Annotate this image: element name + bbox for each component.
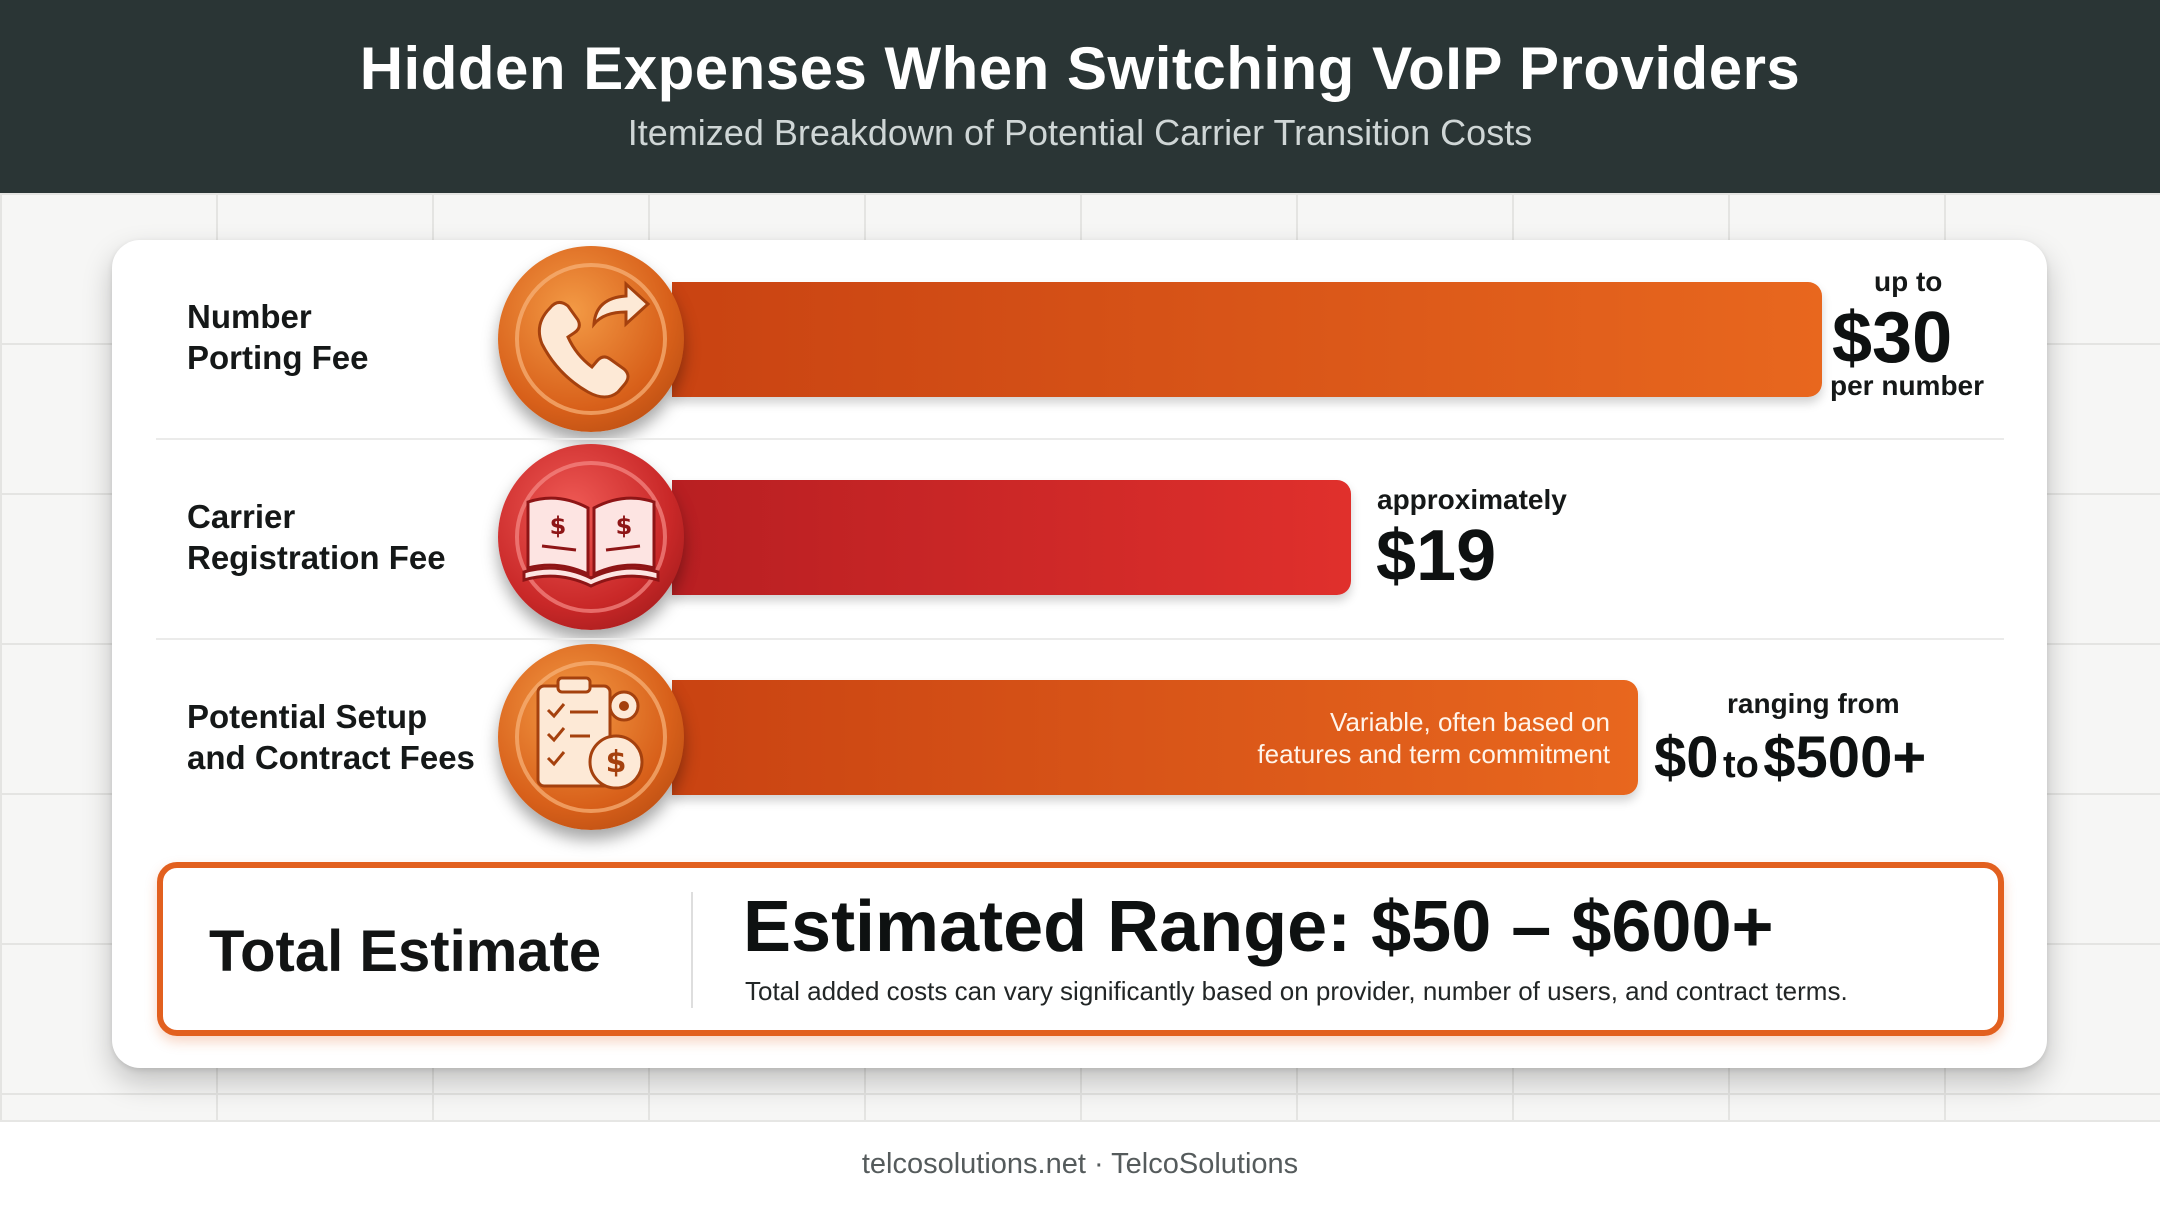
footer: telcosolutions.net · TelcoSolutions	[0, 1120, 2160, 1208]
value-label: $500+	[1763, 725, 1927, 790]
value-suffix: per number	[1830, 370, 1985, 401]
checklist-gear-dollar-icon: $	[498, 644, 684, 830]
value-prefix: up to	[1874, 266, 1943, 297]
row-label-registration: Carrier Registration Fee	[187, 496, 517, 578]
row-divider	[156, 638, 2004, 640]
value-range: $0 to $500+	[1654, 724, 1926, 791]
total-label: Total Estimate	[209, 919, 602, 984]
row-label-line: Potential Setup	[187, 698, 428, 735]
bar-note-line: features and term commitment	[1257, 739, 1610, 769]
row-label-setup: Potential Setup and Contract Fees	[187, 696, 517, 778]
svg-text:$: $	[606, 745, 627, 780]
bar-registration-fee	[672, 480, 1351, 595]
open-book-dollar-icon: $ $	[498, 444, 684, 630]
row-label-line: Registration Fee	[187, 539, 446, 576]
value-connector: to	[1722, 744, 1759, 786]
phone-forward-icon	[498, 246, 684, 432]
value-prefix: approximately	[1377, 484, 1567, 515]
row-label-line: and Contract Fees	[187, 739, 475, 776]
row-divider	[156, 438, 2004, 440]
row-label-line: Porting Fee	[187, 339, 369, 376]
value-label: $30	[1832, 298, 1953, 378]
svg-text:$: $	[616, 512, 633, 540]
total-note: Total added costs can vary significantly…	[745, 976, 1848, 1006]
chart-subtitle: Itemized Breakdown of Potential Carrier …	[627, 112, 1533, 153]
row-label-line: Number	[187, 298, 312, 335]
header-banner: Hidden Expenses When Switching VoIP Prov…	[0, 0, 2160, 193]
row-label-porting: Number Porting Fee	[187, 296, 517, 378]
value-label: $0	[1654, 725, 1719, 790]
total-estimate-box: Total Estimate Estimated Range: $50 – $6…	[157, 862, 2004, 1036]
footer-credit: telcosolutions.net · TelcoSolutions	[861, 1148, 1299, 1180]
svg-text:$: $	[550, 512, 567, 540]
bar-porting-fee	[672, 282, 1822, 397]
bar-note-line: Variable, often based on	[1330, 707, 1610, 737]
bar-setup-contract-fees: Variable, often based on features and te…	[672, 680, 1638, 795]
value-prefix: ranging from	[1727, 688, 1900, 719]
row-label-line: Carrier	[187, 498, 296, 535]
total-range: Estimated Range: $50 – $600+	[743, 887, 1774, 967]
cost-card: Number Porting Fee up to $30 per number …	[112, 240, 2047, 1068]
chart-title: Hidden Expenses When Switching VoIP Prov…	[359, 35, 1801, 102]
value-label: $19	[1376, 516, 1497, 596]
bar-note: Variable, often based on features and te…	[1257, 706, 1610, 770]
total-divider	[691, 892, 693, 1008]
